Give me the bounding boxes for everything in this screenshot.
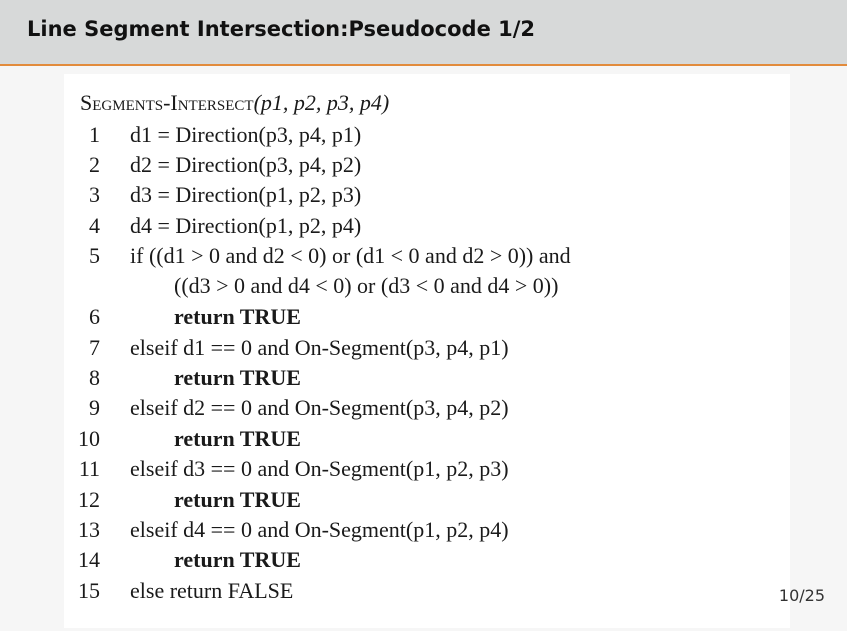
slide-header: Line Segment Intersection:Pseudocode 1/2 <box>0 0 847 66</box>
code-line: d3 = Direction(p1, p2, p3) <box>130 182 362 207</box>
line-number: 7 <box>89 335 100 360</box>
slide-title: Line Segment Intersection:Pseudocode 1/2 <box>27 17 536 41</box>
line-number: 13 <box>78 517 100 542</box>
line-number: 11 <box>78 456 100 481</box>
code-line: elseif d3 == 0 and On-Segment(p1, p2, p3… <box>130 456 509 481</box>
code-line: return TRUE <box>174 426 301 451</box>
code-line: elseif d1 == 0 and On-Segment(p3, p4, p1… <box>130 335 509 360</box>
algorithm-name: Segments-Intersect <box>80 90 254 115</box>
line-number: 10 <box>78 426 100 451</box>
code-line: ((d3 > 0 and d4 < 0) or (d3 < 0 and d4 >… <box>174 273 559 298</box>
line-number: 12 <box>78 487 100 512</box>
line-number: 2 <box>89 152 100 177</box>
page-number: 10/25 <box>778 586 825 605</box>
pseudocode: Segments-Intersect(p1, p2, p3, p4) 1 2 3… <box>64 74 790 628</box>
line-number: 5 <box>89 243 100 268</box>
code-line: if ((d1 > 0 and d2 < 0) or (d1 < 0 and d… <box>130 243 571 268</box>
line-number: 1 <box>89 122 100 147</box>
code-line: d4 = Direction(p1, p2, p4) <box>130 213 362 238</box>
algorithm-signature: Segments-Intersect(p1, p2, p3, p4) <box>80 90 389 116</box>
pseudocode-box: Segments-Intersect(p1, p2, p3, p4) 1 2 3… <box>64 74 790 628</box>
code-line: d1 = Direction(p3, p4, p1) <box>130 122 362 147</box>
code-line: elseif d2 == 0 and On-Segment(p3, p4, p2… <box>130 395 509 420</box>
line-number: 15 <box>78 578 100 603</box>
code-line: else return FALSE <box>130 578 294 603</box>
code-line: return TRUE <box>174 304 301 329</box>
line-number: 9 <box>89 395 100 420</box>
code-line: elseif d4 == 0 and On-Segment(p1, p2, p4… <box>130 517 509 542</box>
line-number: 6 <box>89 304 100 329</box>
line-number: 3 <box>89 182 100 207</box>
line-number: 8 <box>89 365 100 390</box>
code-line: d2 = Direction(p3, p4, p2) <box>130 152 362 177</box>
line-number: 14 <box>78 547 100 572</box>
code-line: return TRUE <box>174 365 301 390</box>
code-line: return TRUE <box>174 487 301 512</box>
code-line: return TRUE <box>174 547 301 572</box>
line-number: 4 <box>89 213 100 238</box>
algorithm-args: (p1, p2, p3, p4) <box>253 90 390 115</box>
